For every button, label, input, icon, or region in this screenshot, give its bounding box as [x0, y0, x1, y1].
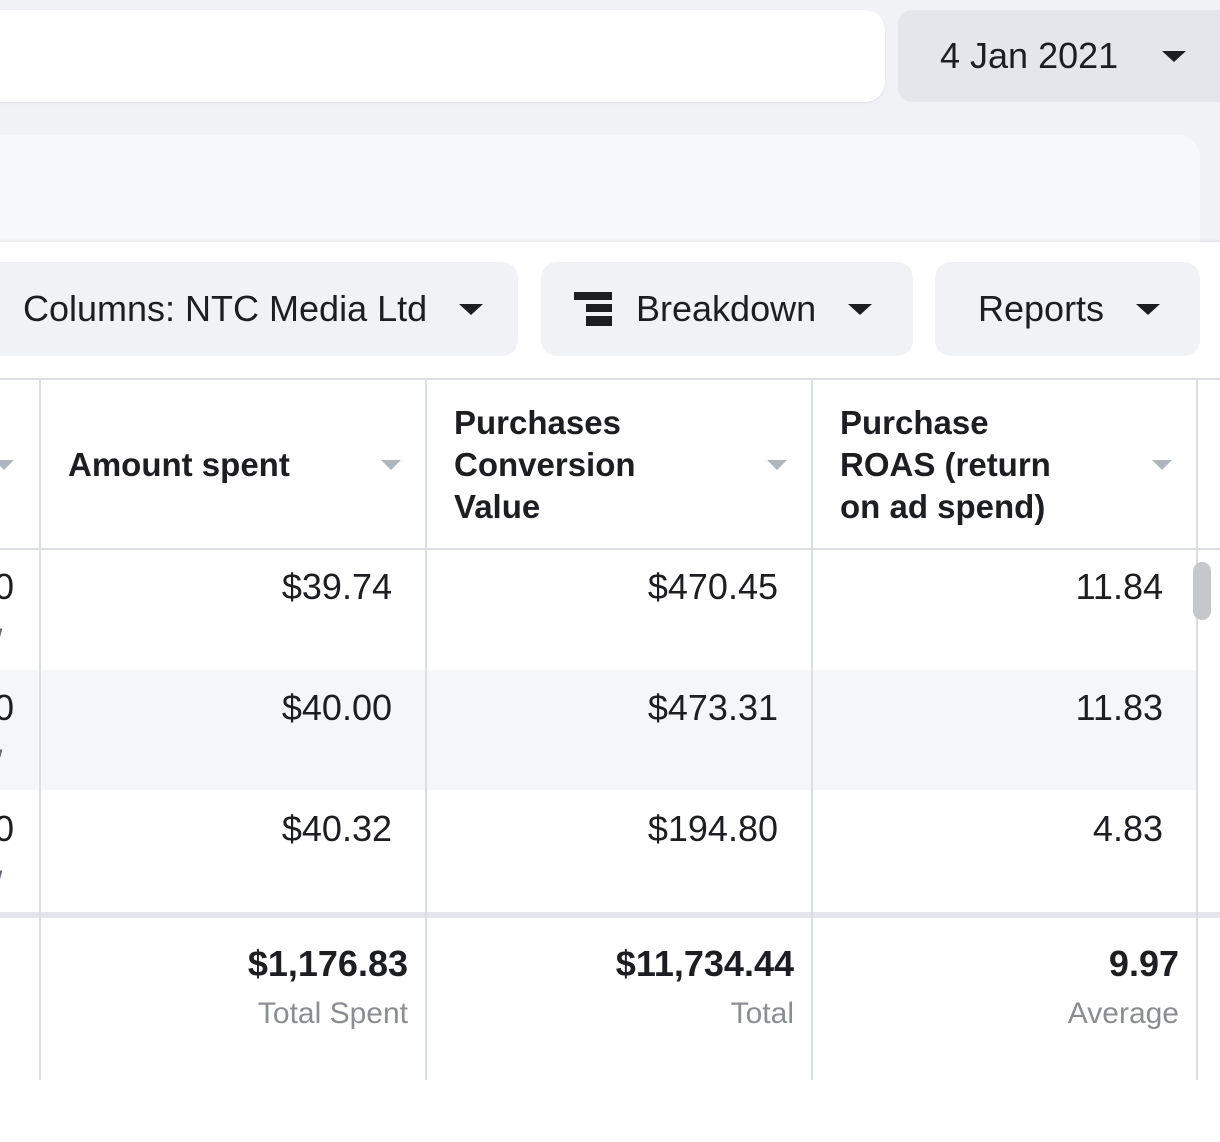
- cell-purchase-roas: 11.84: [1075, 566, 1163, 607]
- clipped-column-header: [0, 382, 20, 548]
- cell-purchases-conversion-value: $473.31: [647, 687, 778, 728]
- cell-purchase-roas: 11.83: [1075, 687, 1163, 728]
- clipped-cell-text: /: [0, 745, 2, 779]
- cell-purchases-conversion-value: $470.45: [647, 566, 778, 607]
- average-purchase-roas-label: Average: [1067, 997, 1179, 1030]
- sort-arrow-icon[interactable]: [767, 460, 787, 470]
- caret-down-icon: [848, 303, 873, 315]
- table-top-border: [0, 378, 1220, 380]
- reports-button[interactable]: Reports: [935, 262, 1200, 356]
- date-range-label: 4 Jan 2021: [940, 35, 1119, 76]
- totals-top-border: [0, 912, 1220, 918]
- vertical-scrollbar-thumb[interactable]: [1193, 562, 1211, 620]
- average-purchase-roas: 9.97: [1108, 943, 1179, 984]
- cell-amount-spent: $39.74: [281, 566, 392, 607]
- breakdown-button-label: Breakdown: [636, 288, 817, 329]
- breakdown-icon: [574, 292, 612, 326]
- total-purchases-conversion-value: $11,734.44: [615, 943, 794, 984]
- reports-button-label: Reports: [978, 288, 1105, 329]
- search-bar[interactable]: [0, 10, 885, 102]
- caret-down-icon: [459, 303, 484, 315]
- cell-amount-spent: $40.32: [281, 808, 392, 849]
- clipped-cell-text: 0: [0, 566, 15, 607]
- clipped-cell-text: 0: [0, 687, 15, 728]
- total-purchases-conversion-value-label: Total: [730, 997, 794, 1030]
- column-header-amount-spent[interactable]: Amount spent: [41, 382, 425, 548]
- cell-amount-spent: $40.00: [281, 687, 392, 728]
- clipped-cell-text: 0: [0, 808, 15, 849]
- column-header-label: Purchases Conversion Value: [454, 404, 636, 525]
- column-header-purchases-conversion-value[interactable]: Purchases Conversion Value: [427, 382, 811, 548]
- clipped-cell-text: /: [0, 624, 2, 658]
- column-divider: [425, 380, 427, 1080]
- column-header-label: Amount spent: [68, 446, 290, 483]
- column-header-label: Purchase ROAS (return on ad spend): [840, 404, 1051, 525]
- breakdown-button[interactable]: Breakdown: [541, 262, 913, 356]
- caret-down-icon: [1136, 303, 1161, 315]
- column-divider: [811, 380, 813, 1080]
- table-row-stripe: [0, 670, 1198, 790]
- sort-arrow-icon[interactable]: [1152, 460, 1172, 470]
- columns-button[interactable]: Columns: NTC Media Ltd: [0, 262, 518, 356]
- total-amount-spent-label: Total Spent: [257, 997, 408, 1030]
- header-bottom-border: [0, 548, 1220, 550]
- column-divider: [39, 380, 41, 1080]
- cell-purchase-roas: 4.83: [1092, 808, 1163, 849]
- date-range-picker[interactable]: 4 Jan 2021: [898, 10, 1220, 102]
- total-amount-spent: $1,176.83: [247, 943, 408, 984]
- column-divider: [1196, 380, 1198, 1080]
- sort-arrow-icon[interactable]: [0, 460, 14, 470]
- sort-arrow-icon[interactable]: [381, 460, 401, 470]
- clipped-cell-text: /: [0, 866, 2, 900]
- columns-button-label: Columns: NTC Media Ltd: [23, 288, 428, 329]
- caret-down-icon: [1162, 50, 1187, 62]
- column-header-purchase-roas[interactable]: Purchase ROAS (return on ad spend): [813, 382, 1196, 548]
- cell-purchases-conversion-value: $194.80: [647, 808, 778, 849]
